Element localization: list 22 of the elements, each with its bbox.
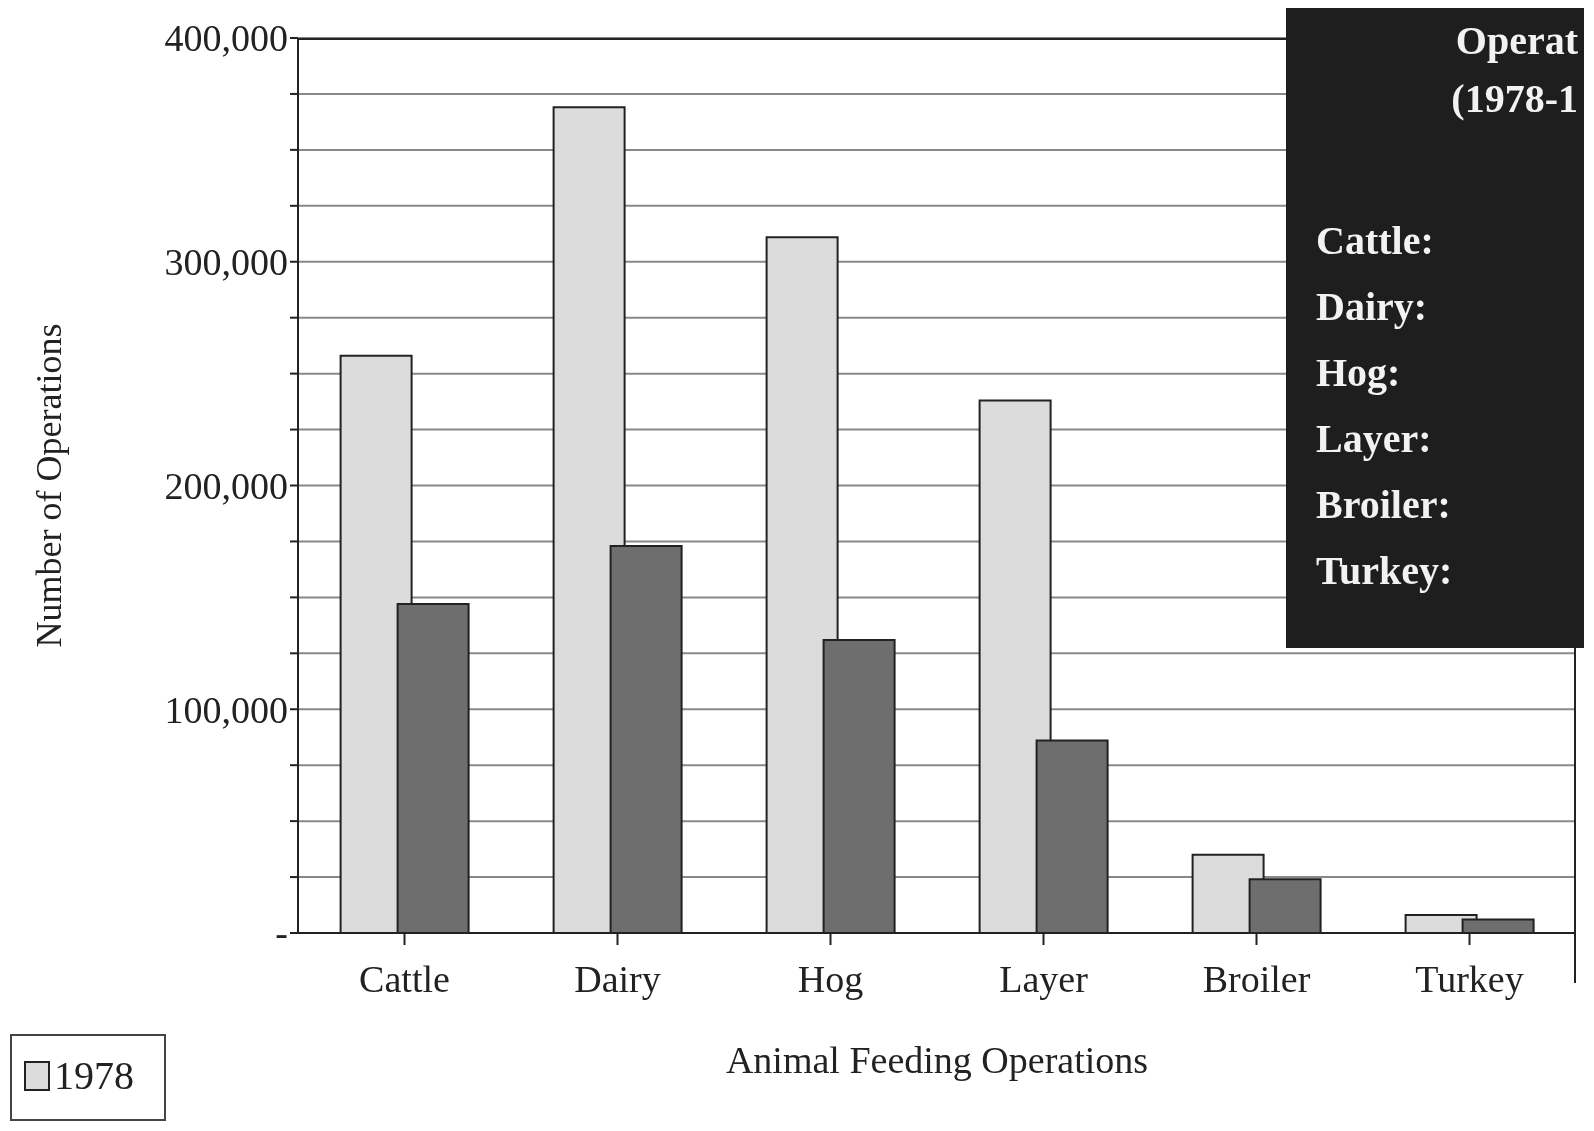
y-tick-label: 400,000	[164, 17, 288, 60]
annotation: (1978-1	[1450, 75, 1578, 123]
x-tick-label: Layer	[999, 957, 1089, 1000]
x-axis-title: Animal Feeding Operations	[725, 1039, 1149, 1081]
x-tick-label: Dairy	[574, 957, 661, 1000]
x-tick-label: Turkey	[1415, 957, 1524, 1000]
annotation: Layer:	[1316, 415, 1433, 463]
y-tick-label: 300,000	[164, 241, 288, 284]
x-tick-label: Broiler	[1202, 957, 1311, 1000]
y-tick-label: -	[275, 912, 288, 955]
annotation: Dairy:	[1316, 283, 1429, 331]
legend-label: 1978	[53, 1052, 134, 1099]
annotation: Broiler:	[1316, 481, 1452, 529]
annotation: Turkey:	[1316, 547, 1454, 595]
x-tick-label: Hog	[797, 957, 864, 1000]
annotation: Operat	[1454, 17, 1578, 65]
y-tick-label: 100,000	[164, 688, 288, 731]
y-tick-label: 200,000	[164, 464, 288, 507]
x-tick-label: Cattle	[359, 957, 450, 1000]
annotation: Cattle:	[1316, 217, 1435, 265]
annotation: Hog:	[1316, 349, 1402, 397]
y-axis-title: Number of Operations	[28, 323, 69, 648]
